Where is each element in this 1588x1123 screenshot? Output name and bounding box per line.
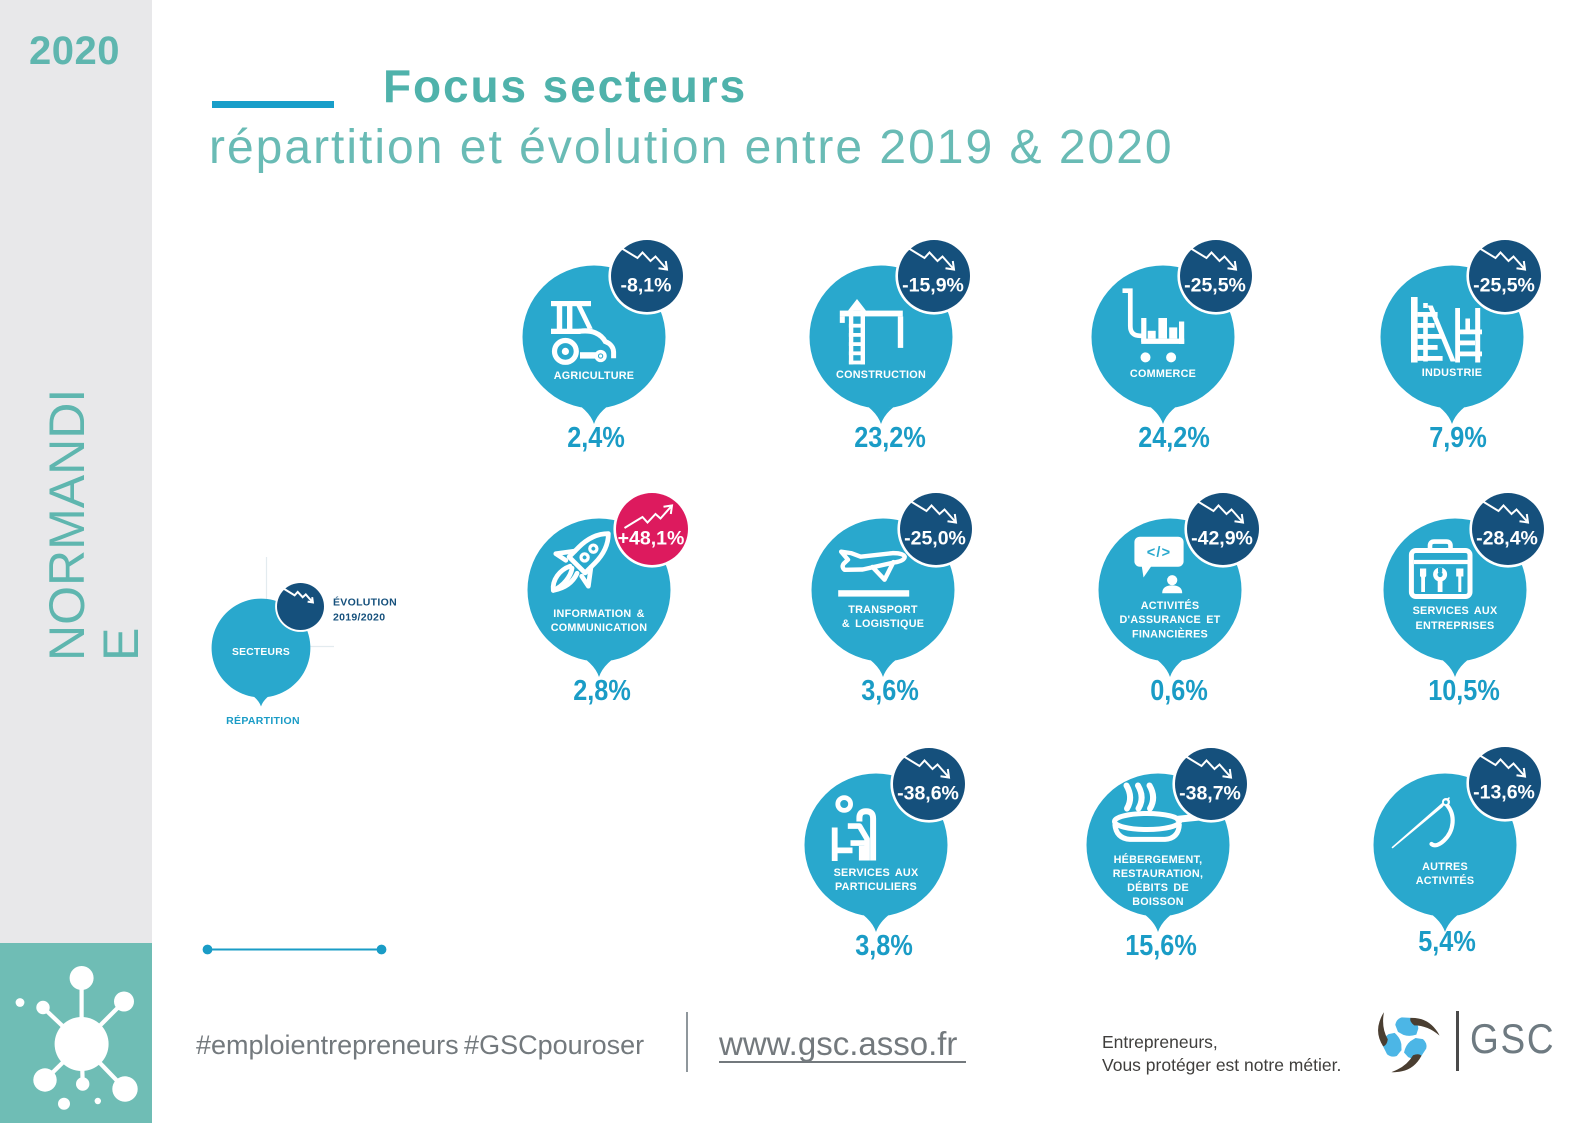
svg-text:+48,1%: +48,1% (618, 528, 685, 550)
svg-text:-28,4%: -28,4% (1476, 528, 1538, 550)
svg-text:-8,1%: -8,1% (621, 275, 672, 297)
svg-text:FINANCIÈRES: FINANCIÈRES (1132, 628, 1208, 641)
svg-text:-25,5%: -25,5% (1184, 275, 1246, 297)
svg-text:2019/2020: 2019/2020 (333, 612, 385, 624)
svg-text:ACTIVITÉS: ACTIVITÉS (1141, 599, 1200, 612)
svg-text:RÉPARTITION: RÉPARTITION (226, 714, 300, 727)
svg-text:BOISSON: BOISSON (1132, 896, 1184, 908)
svg-text:-15,9%: -15,9% (902, 275, 964, 297)
svg-text:15,6%: 15,6% (1125, 928, 1197, 961)
svg-text:ÉVOLUTION: ÉVOLUTION (333, 596, 397, 609)
svg-text:5,4%: 5,4% (1418, 924, 1475, 957)
svg-text:-38,6%: -38,6% (897, 783, 959, 805)
svg-text:ENTREPRISES: ENTREPRISES (1416, 620, 1495, 632)
svg-text:2,8%: 2,8% (573, 673, 630, 706)
svg-text:</>: </> (1147, 545, 1172, 561)
svg-text:D'ASSURANCE ET: D'ASSURANCE ET (1119, 614, 1220, 626)
svg-text:3,6%: 3,6% (861, 673, 918, 706)
svg-text:SERVICES AUX: SERVICES AUX (1413, 605, 1498, 617)
svg-text:-25,5%: -25,5% (1473, 275, 1535, 297)
svg-text:SERVICES AUX: SERVICES AUX (834, 867, 919, 879)
svg-text:RESTAURATION,: RESTAURATION, (1113, 868, 1203, 880)
svg-text:0,6%: 0,6% (1150, 673, 1207, 706)
svg-text:ACTIVITÉS: ACTIVITÉS (1416, 874, 1475, 887)
svg-text:AGRICULTURE: AGRICULTURE (554, 370, 635, 382)
svg-text:COMMUNICATION: COMMUNICATION (551, 622, 648, 634)
svg-text:7,9%: 7,9% (1429, 420, 1486, 453)
svg-text:INDUSTRIE: INDUSTRIE (1422, 367, 1482, 379)
svg-text:SECTEURS: SECTEURS (232, 647, 290, 658)
svg-text:-38,7%: -38,7% (1179, 783, 1241, 805)
svg-text:DÉBITS DE: DÉBITS DE (1127, 881, 1189, 894)
svg-text:23,2%: 23,2% (854, 420, 926, 453)
svg-text:CONSTRUCTION: CONSTRUCTION (836, 369, 926, 381)
svg-text:INFORMATION &: INFORMATION & (553, 608, 644, 620)
svg-text:10,5%: 10,5% (1428, 673, 1500, 706)
svg-text:& LOGISTIQUE: & LOGISTIQUE (842, 618, 924, 630)
svg-text:PARTICULIERS: PARTICULIERS (835, 881, 917, 893)
svg-text:AUTRES: AUTRES (1422, 861, 1468, 873)
svg-text:24,2%: 24,2% (1138, 420, 1210, 453)
svg-text:2,4%: 2,4% (567, 420, 624, 453)
svg-text:HÉBERGEMENT,: HÉBERGEMENT, (1114, 853, 1203, 866)
svg-text:TRANSPORT: TRANSPORT (848, 604, 918, 616)
svg-text:-25,0%: -25,0% (904, 528, 966, 550)
svg-text:-13,6%: -13,6% (1473, 782, 1535, 804)
svg-text:3,8%: 3,8% (855, 928, 912, 961)
svg-text:COMMERCE: COMMERCE (1130, 368, 1196, 380)
svg-text:-42,9%: -42,9% (1191, 528, 1253, 550)
